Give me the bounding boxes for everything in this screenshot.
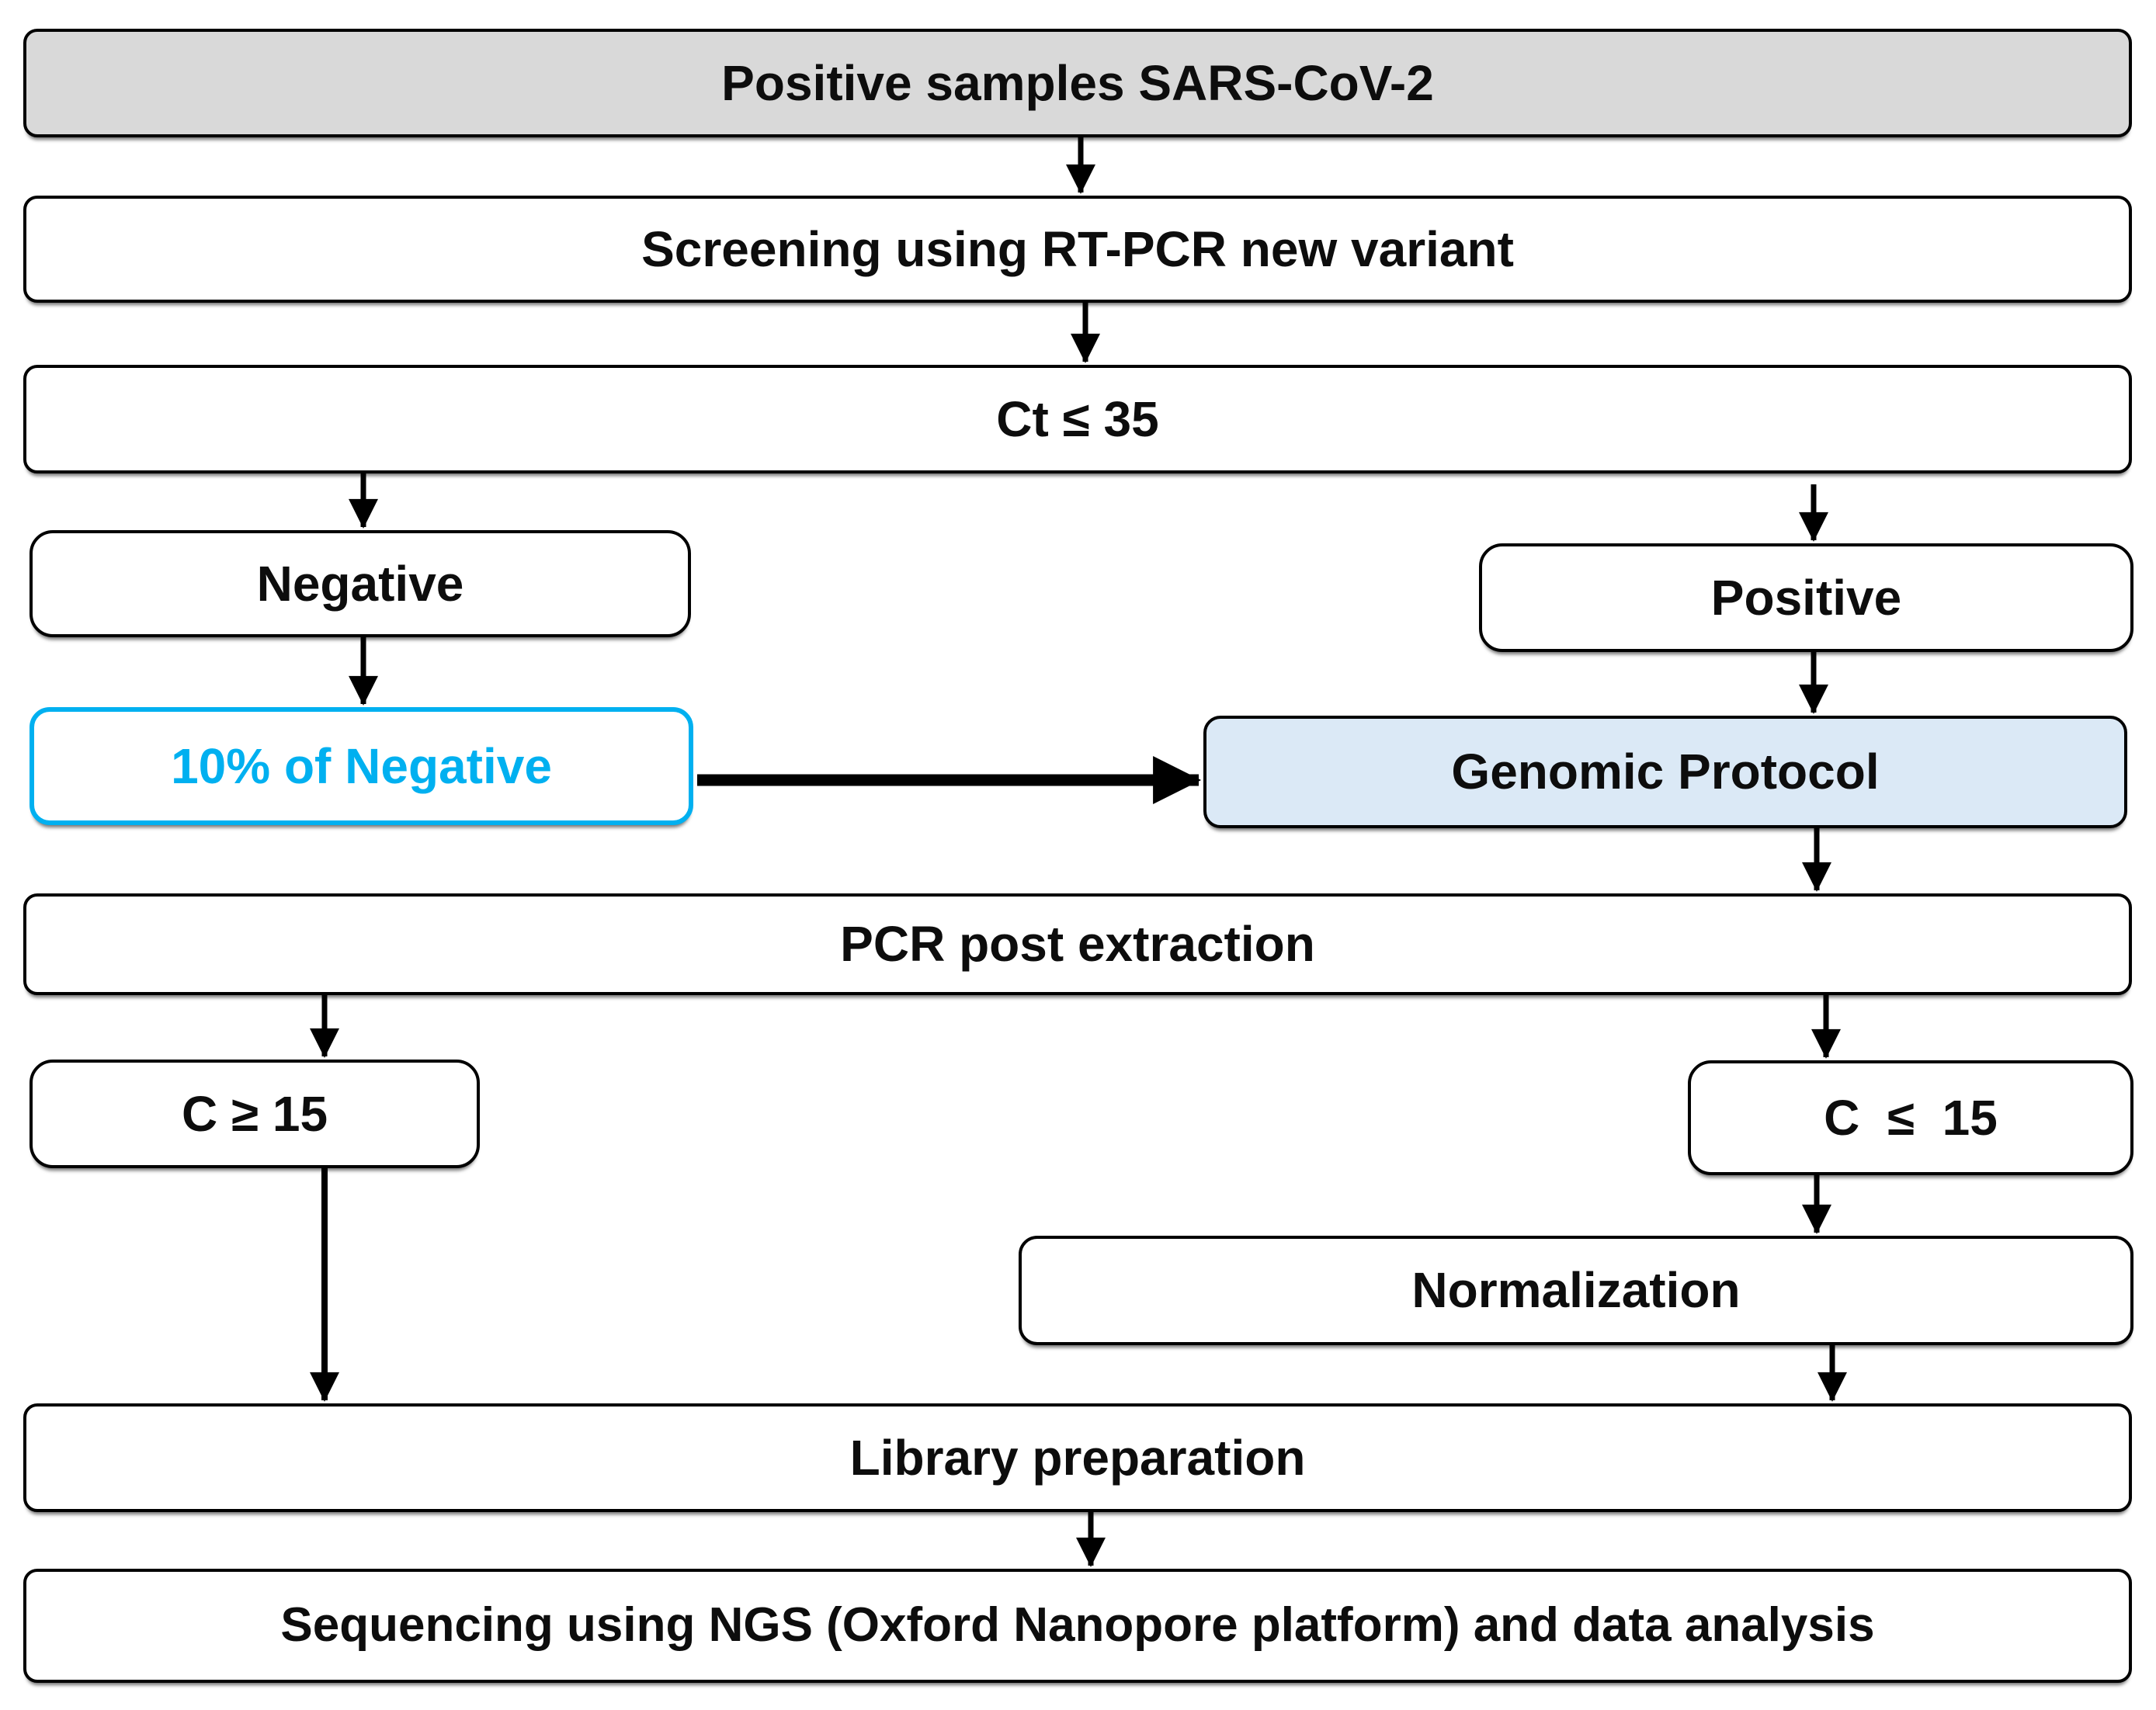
node-c-le-15-label: C ≤ 15 xyxy=(1824,1089,1998,1146)
node-positive-samples-label: Positive samples SARS-CoV-2 xyxy=(721,54,1434,111)
node-negative: Negative xyxy=(30,530,691,637)
node-sequencing: Sequencing using NGS (Oxford Nanopore pl… xyxy=(23,1569,2132,1683)
node-normalization: Normalization xyxy=(1019,1236,2133,1345)
node-ct-le-35: Ct ≤ 35 xyxy=(23,365,2132,473)
node-c-le-15: C ≤ 15 xyxy=(1688,1060,2133,1175)
node-library-preparation-label: Library preparation xyxy=(849,1429,1306,1486)
node-genomic-protocol-label: Genomic Protocol xyxy=(1451,744,1880,800)
node-pcr-post-extraction: PCR post extraction xyxy=(23,893,2132,995)
node-c-ge-15: C ≥ 15 xyxy=(30,1060,480,1168)
node-negative-label: Negative xyxy=(256,555,464,612)
node-positive: Positive xyxy=(1479,543,2133,652)
node-genomic-protocol: Genomic Protocol xyxy=(1203,716,2127,828)
node-ct-le-35-label: Ct ≤ 35 xyxy=(996,390,1159,447)
node-screening-label: Screening using RT-PCR new variant xyxy=(641,220,1514,277)
node-pcr-post-extraction-label: PCR post extraction xyxy=(840,916,1315,973)
node-library-preparation: Library preparation xyxy=(23,1403,2132,1512)
node-ten-percent-negative: 10% of Negative xyxy=(30,707,693,825)
node-positive-samples: Positive samples SARS-CoV-2 xyxy=(23,29,2132,137)
node-normalization-label: Normalization xyxy=(1411,1262,1741,1319)
node-screening: Screening using RT-PCR new variant xyxy=(23,196,2132,303)
node-sequencing-label: Sequencing using NGS (Oxford Nanopore pl… xyxy=(280,1598,1875,1653)
node-c-ge-15-label: C ≥ 15 xyxy=(181,1085,328,1142)
node-ten-percent-negative-label: 10% of Negative xyxy=(171,737,552,794)
node-positive-label: Positive xyxy=(1710,569,1902,626)
